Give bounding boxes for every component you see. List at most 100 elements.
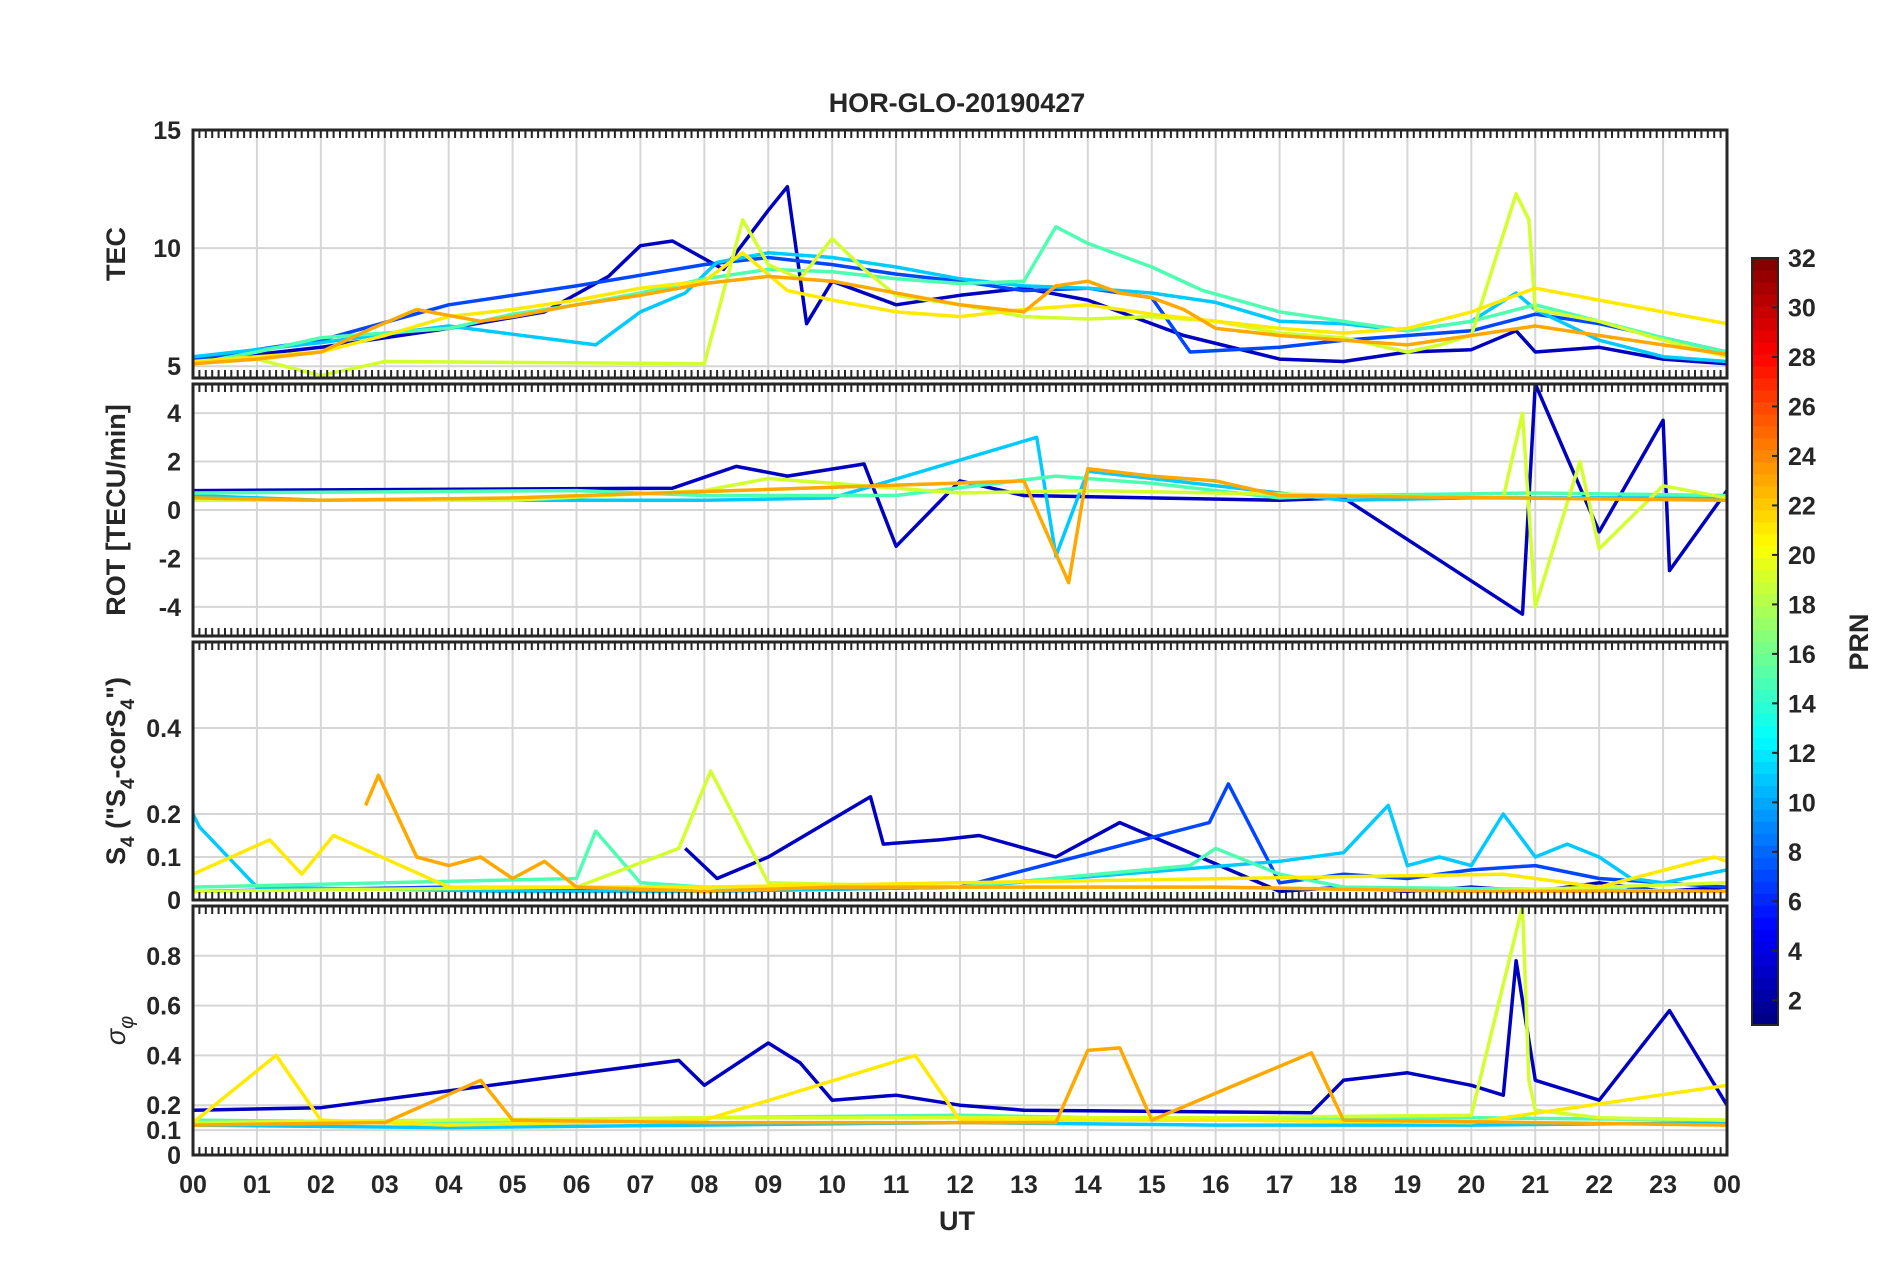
colorbar-swatch bbox=[1752, 377, 1778, 391]
y-tick-labels: 5 10 15 bbox=[153, 117, 181, 381]
colorbar-swatch bbox=[1752, 593, 1778, 607]
series-line-prn-21 bbox=[193, 251, 1727, 364]
x-tick-label: 17 bbox=[1266, 1171, 1294, 1199]
colorbar-tick-label: 16 bbox=[1788, 641, 1816, 669]
colorbar-tick-label: 28 bbox=[1788, 344, 1816, 372]
colorbar-swatch bbox=[1752, 953, 1778, 966]
colorbar-swatch bbox=[1752, 569, 1778, 583]
colorbar-swatch bbox=[1752, 1013, 1778, 1026]
series-line-prn-21 bbox=[193, 833, 1727, 889]
y-tick-label: 0.2 bbox=[146, 801, 181, 829]
colorbar-swatch bbox=[1752, 965, 1778, 978]
y-tick-label: 0.4 bbox=[146, 715, 181, 743]
x-tick-label: 20 bbox=[1457, 1171, 1485, 1199]
colorbar-swatch bbox=[1752, 365, 1778, 379]
x-tick-label: 00 bbox=[1713, 1171, 1741, 1199]
x-tick-label: 04 bbox=[435, 1171, 463, 1199]
x-tick-label: 13 bbox=[1010, 1171, 1038, 1199]
x-tick-label: 05 bbox=[499, 1171, 527, 1199]
y-tick-label: -2 bbox=[159, 545, 181, 573]
series-group bbox=[193, 384, 1727, 616]
colorbar-swatch bbox=[1752, 917, 1778, 930]
colorbar-swatch bbox=[1752, 305, 1778, 319]
colorbar-tick-label: 6 bbox=[1788, 888, 1802, 916]
colorbar-swatch bbox=[1752, 1001, 1778, 1014]
x-tick-label: 21 bbox=[1521, 1171, 1549, 1199]
tick-marks bbox=[192, 130, 1728, 378]
colorbar-swatch bbox=[1752, 929, 1778, 942]
x-tick-label: 12 bbox=[946, 1171, 974, 1199]
colorbar-swatch bbox=[1752, 545, 1778, 559]
colorbar-swatch bbox=[1752, 581, 1778, 595]
colorbar-swatch bbox=[1752, 425, 1778, 439]
colorbar-swatch bbox=[1752, 269, 1778, 283]
colorbar-swatch bbox=[1752, 557, 1778, 571]
x-tick-label: 09 bbox=[754, 1171, 782, 1199]
x-axis-label: UT bbox=[939, 1206, 975, 1236]
colorbar-swatch bbox=[1752, 293, 1778, 307]
panel-s4: 0 0.1 0.2 0.4S4 ("S4-corS4") bbox=[101, 640, 1729, 915]
colorbar-swatch bbox=[1752, 437, 1778, 451]
x-tick-label: 03 bbox=[371, 1171, 399, 1199]
y-tick-labels: -4 -2 0 2 4 bbox=[159, 400, 181, 622]
colorbar-swatch bbox=[1752, 641, 1778, 655]
x-tick-label: 00 bbox=[179, 1171, 207, 1199]
colorbar-swatch bbox=[1752, 881, 1778, 894]
colorbar-swatch bbox=[1752, 341, 1778, 355]
colorbar-tick-label: 8 bbox=[1788, 839, 1802, 867]
y-axis-label: ROT [TECU/min] bbox=[101, 404, 131, 615]
colorbar-swatch bbox=[1752, 737, 1778, 750]
x-tick-label: 22 bbox=[1585, 1171, 1613, 1199]
y-tick-label: 15 bbox=[153, 117, 181, 145]
y-tick-label: 4 bbox=[167, 400, 181, 428]
colorbar-swatch bbox=[1752, 521, 1778, 535]
colorbar-swatch bbox=[1752, 821, 1778, 834]
y-tick-label: 5 bbox=[167, 353, 181, 381]
colorbar-swatch bbox=[1752, 761, 1778, 774]
colorbar-swatch bbox=[1752, 785, 1778, 798]
y-axis-label: TEC bbox=[101, 227, 131, 281]
series-line-prn-23 bbox=[193, 1046, 1727, 1127]
y-tick-label: 0 bbox=[167, 497, 181, 525]
colorbar-frame bbox=[1751, 257, 1779, 1026]
colorbar-swatch bbox=[1752, 401, 1778, 415]
colorbar-swatch bbox=[1752, 413, 1778, 427]
colorbar-swatch bbox=[1752, 677, 1778, 691]
y-tick-label: 0.1 bbox=[146, 844, 181, 872]
colorbar-swatch bbox=[1752, 833, 1778, 846]
colorbar-swatch bbox=[1752, 941, 1778, 954]
colorbar-swatch bbox=[1752, 689, 1778, 703]
colorbar-swatch bbox=[1752, 461, 1778, 475]
colorbar-swatch bbox=[1752, 773, 1778, 786]
colorbar-swatch bbox=[1752, 329, 1778, 343]
y-tick-label: 0.2 bbox=[146, 1092, 181, 1120]
x-tick-labels: 00 01 02 03 04 05 06 07 08 09 10 11 12 13 14 15 16 17 18 19… bbox=[179, 1171, 1741, 1199]
x-tick-label: 14 bbox=[1074, 1171, 1102, 1199]
colorbar-label: PRN bbox=[1844, 613, 1874, 670]
series-line-prn-19 bbox=[193, 192, 1727, 378]
y-tick-label: 0.8 bbox=[146, 943, 181, 971]
colorbar-swatch bbox=[1752, 317, 1778, 331]
y-tick-label: 0 bbox=[167, 1142, 181, 1170]
panel-tec: 5 10 15 TEC bbox=[101, 117, 1729, 381]
colorbar-swatch bbox=[1752, 485, 1778, 499]
colorbar-tick-label: 2 bbox=[1788, 987, 1802, 1015]
y-tick-labels: 0 0.1 0.2 0.4 bbox=[146, 715, 181, 915]
colorbar-swatch bbox=[1752, 509, 1778, 523]
colorbar-swatch bbox=[1752, 617, 1778, 631]
x-tick-label: 06 bbox=[563, 1171, 591, 1199]
series-line-prn-23 bbox=[193, 274, 1727, 366]
y-tick-label: 2 bbox=[167, 449, 181, 477]
x-tick-label: 02 bbox=[307, 1171, 335, 1199]
y-tick-label: -4 bbox=[159, 594, 181, 622]
series-group bbox=[193, 769, 1727, 894]
colorbar-swatch bbox=[1752, 629, 1778, 643]
y-axis-label: S4 ("S4-corS4") bbox=[101, 677, 139, 865]
series-line-prn-15 bbox=[193, 1113, 1727, 1125]
colorbar-tick-label: 10 bbox=[1788, 789, 1816, 817]
x-tick-label: 15 bbox=[1138, 1171, 1166, 1199]
